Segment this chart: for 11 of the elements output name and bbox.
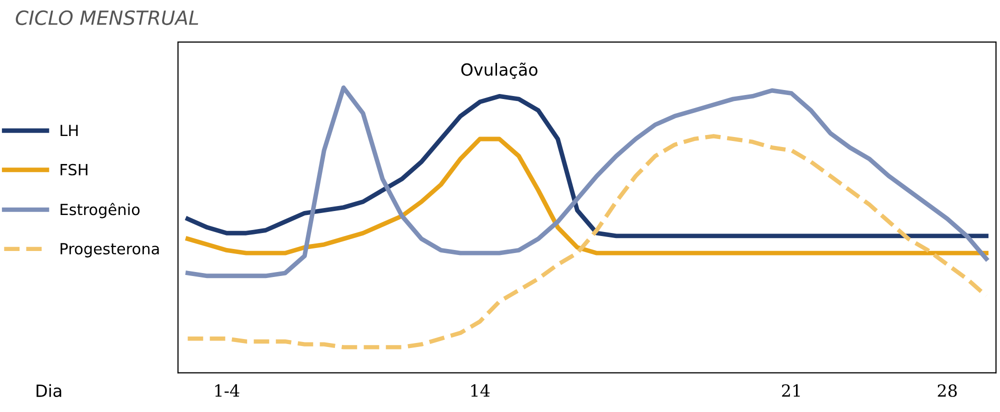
legend-label: FSH bbox=[60, 164, 88, 176]
text: Dia bbox=[36, 384, 62, 398]
legend-label: Progesterona bbox=[60, 243, 159, 258]
x-tick-label: 21 bbox=[782, 384, 800, 397]
x-tick-label: 1-4 bbox=[215, 384, 240, 397]
x-tick-label: 14 bbox=[471, 384, 490, 397]
legend-label: LH bbox=[60, 124, 78, 136]
x-tick-label: 28 bbox=[938, 384, 957, 397]
text: Ovulação bbox=[461, 62, 538, 79]
chart-title: CICLO MENSTRUAL bbox=[16, 10, 198, 26]
legend-label: Estrogênio bbox=[60, 202, 140, 218]
